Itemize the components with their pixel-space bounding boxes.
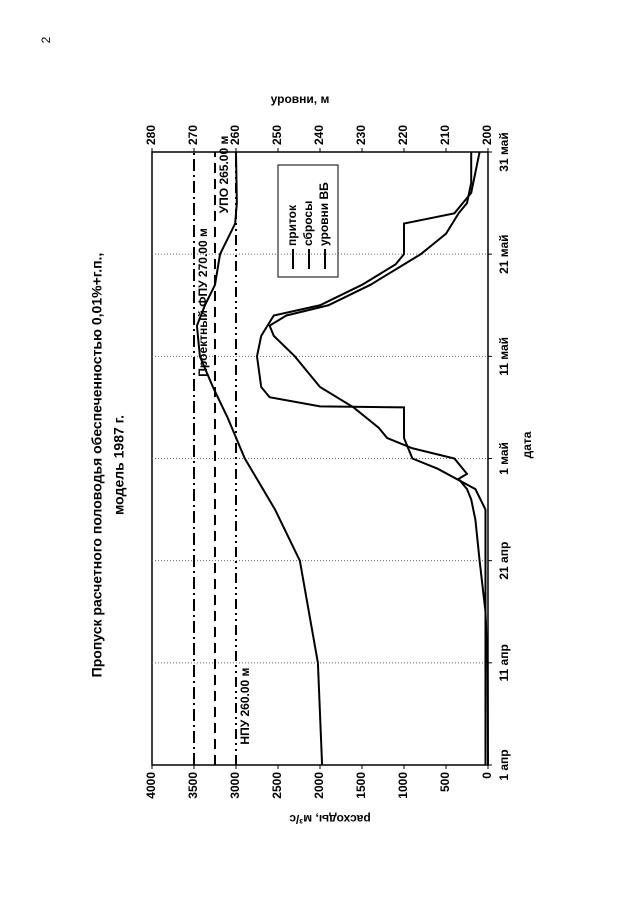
series-line (255, 151, 487, 765)
legend-label: уровни ВБ (317, 182, 331, 246)
y2-tick-label: 220 (396, 125, 410, 145)
y-tick-label: 0 (480, 772, 494, 779)
rotated-chart: 2 Пропуск расчетного половодья обеспечен… (39, 36, 534, 825)
x-tick-label: 1 май (497, 442, 511, 475)
x-axis-label: дата (520, 431, 534, 458)
y-tick-label: 1000 (396, 772, 410, 799)
y-axis-label: расходы, м³/с (289, 812, 371, 826)
y2-tick-label: 270 (186, 125, 200, 145)
reference-label: Проектный ФПУ 270.00 м (196, 228, 210, 377)
y-tick-label: 2000 (312, 772, 326, 799)
x-tick-label: 1 апр (497, 749, 511, 780)
y2-tick-label: 210 (438, 125, 452, 145)
y2-axis-label: уровни, м (271, 92, 330, 106)
y-tick-label: 1500 (354, 772, 368, 799)
x-tick-label: 21 апр (497, 542, 511, 580)
y2-tick-label: 230 (354, 125, 368, 145)
reference-label: УПО 265.00 м (217, 136, 231, 214)
y-tick-label: 3000 (228, 772, 242, 799)
y-tick-label: 500 (438, 772, 452, 792)
x-tick-label: 31 май (497, 132, 511, 171)
page-number: 2 (39, 36, 53, 43)
chart-title: Пропуск расчетного половодья обеспеченно… (89, 253, 105, 678)
y-tick-label: 4000 (144, 772, 158, 799)
y2-tick-label: 240 (312, 125, 326, 145)
x-tick-label: 11 апр (497, 644, 511, 681)
reference-label: НПУ 260.00 м (238, 667, 252, 744)
y2-tick-label: 250 (270, 125, 284, 145)
series-line (195, 151, 324, 766)
y2-tick-label: 260 (228, 125, 242, 145)
y2-tick-label: 200 (480, 125, 494, 145)
legend-label: приток (285, 204, 299, 246)
legend-label: сбросы (301, 201, 315, 246)
y2-tick-label: 280 (144, 125, 158, 145)
y-tick-label: 3500 (186, 772, 200, 799)
chart-subtitle: модель 1987 г. (111, 415, 127, 515)
y-tick-label: 2500 (270, 772, 284, 799)
x-tick-label: 21 май (497, 234, 511, 273)
x-tick-label: 11 май (497, 337, 511, 376)
